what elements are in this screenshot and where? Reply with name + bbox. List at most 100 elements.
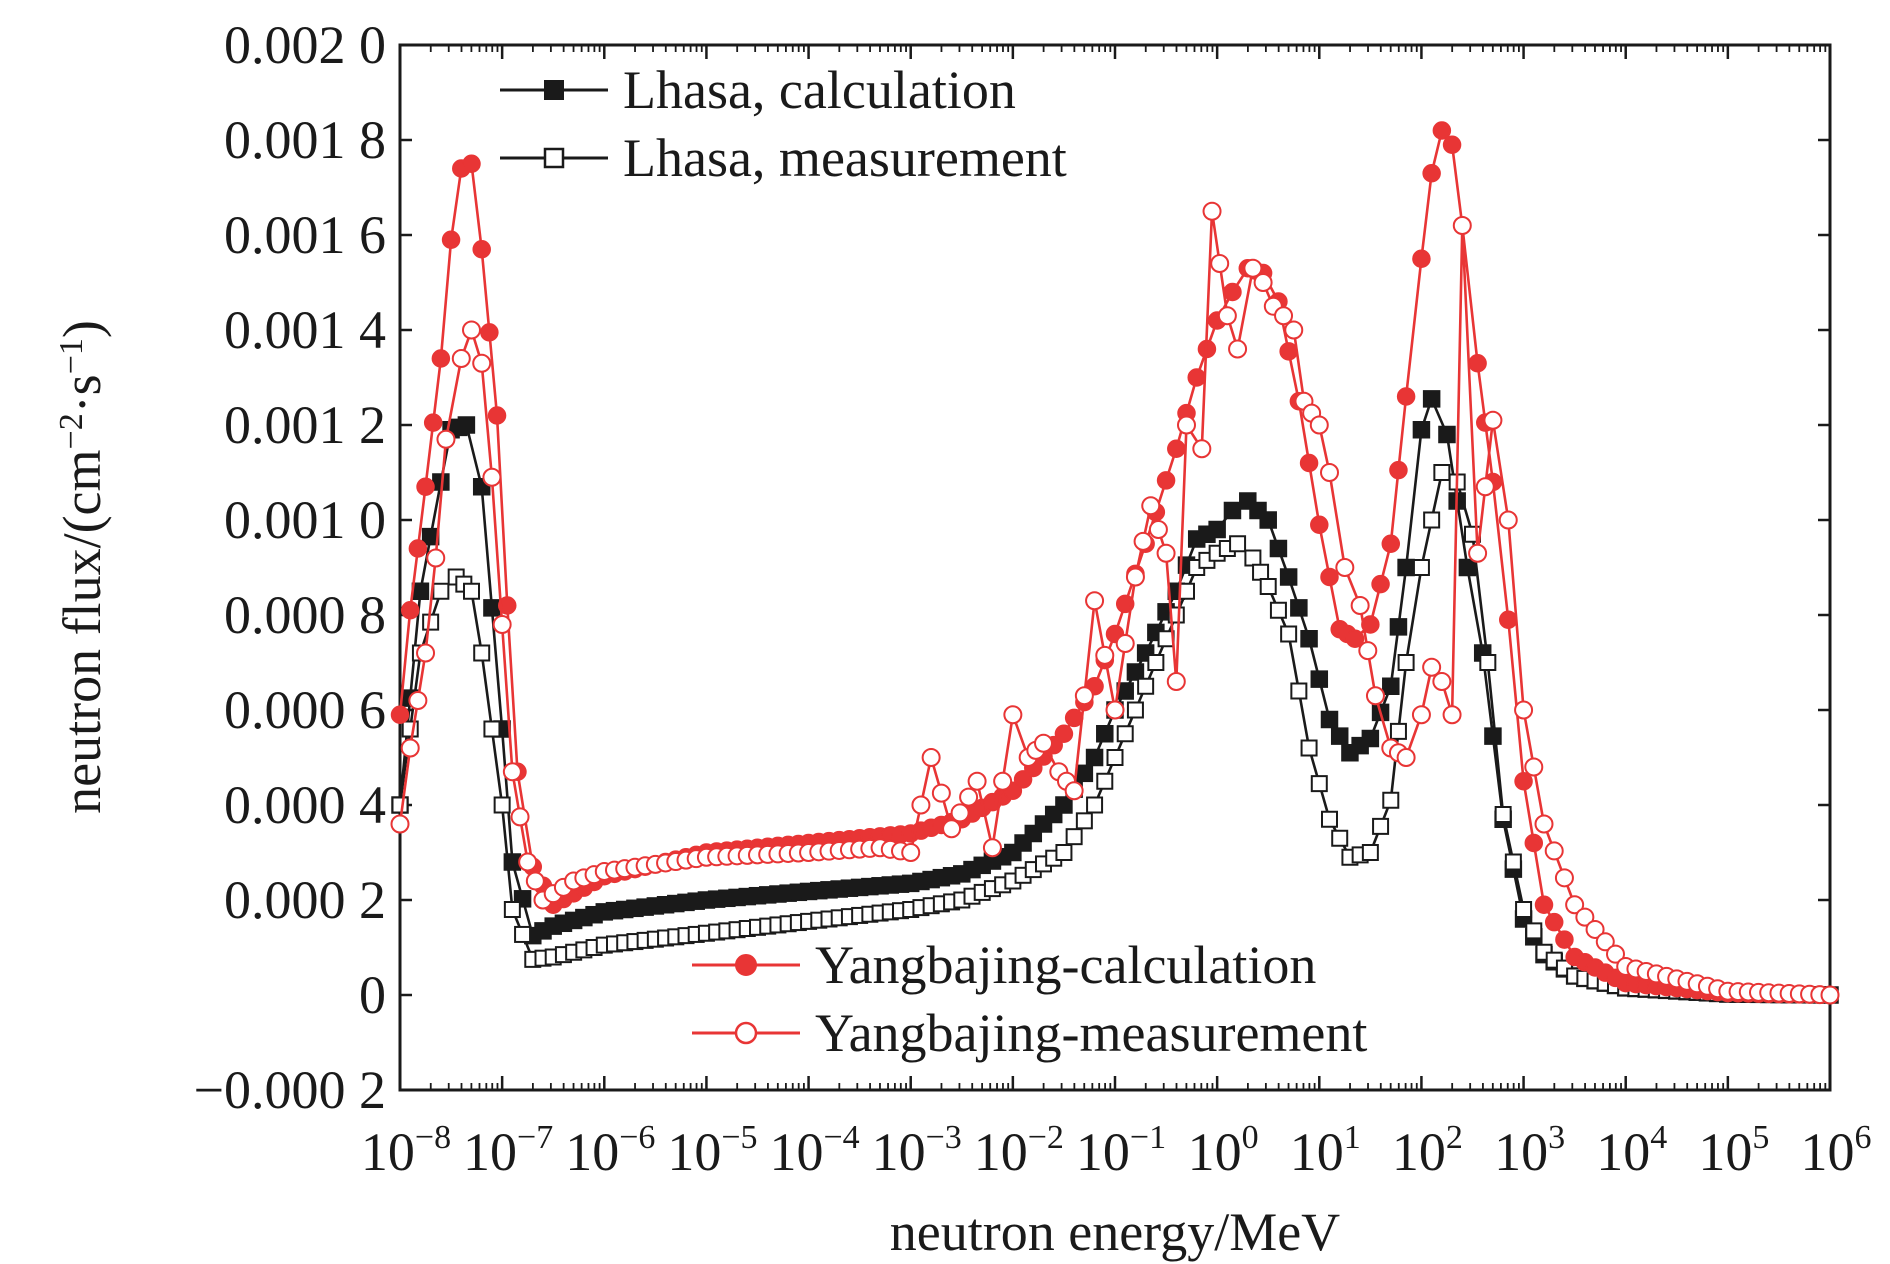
data-point-filled-circle <box>400 601 420 620</box>
data-point-open-circle <box>1544 841 1564 861</box>
x-tick-label: 104 <box>1596 1119 1667 1182</box>
legend-label-lhasa-measurement: Lhasa, measurement <box>623 128 1067 188</box>
x-tick-base: 10 <box>1076 1122 1130 1182</box>
x-axis-title: neutron energy/MeV <box>890 1202 1340 1262</box>
data-point-open-square <box>1321 810 1338 828</box>
data-point-filled-circle <box>1054 724 1074 743</box>
data-point-open-square <box>1494 806 1512 823</box>
data-point-open-square <box>1126 701 1144 719</box>
data-point-open-square <box>463 582 480 600</box>
legend-label-lhasa-calculation: Lhasa, calculation <box>623 60 1016 120</box>
data-point-open-circle <box>1468 543 1488 563</box>
data-point-filled-square <box>1290 599 1308 617</box>
x-tick-base: 10 <box>667 1122 721 1182</box>
y-axis-title-exp1: −2 <box>53 413 90 449</box>
data-point-open-circle <box>492 615 512 634</box>
legend-item-lhasa-measurement: Lhasa, measurement <box>500 128 1067 188</box>
data-point-open-square <box>1244 549 1262 567</box>
x-tick-base: 10 <box>361 1122 415 1182</box>
data-point-filled-square <box>1438 425 1456 444</box>
data-point-open-square <box>1075 812 1093 830</box>
data-point-open-square <box>1096 772 1114 790</box>
data-point-filled-circle <box>408 539 428 558</box>
data-point-open-square <box>401 720 419 738</box>
y-tick-label: 0.000 8 <box>224 585 386 645</box>
data-point-filled-circle <box>1544 912 1564 932</box>
data-point-open-square <box>483 720 501 738</box>
data-point-open-circle <box>462 320 481 340</box>
x-tick-label: 10−4 <box>769 1119 859 1182</box>
data-point-open-circle <box>1498 510 1518 530</box>
data-point-open-circle <box>1411 705 1431 725</box>
data-point-open-circle <box>1125 567 1145 587</box>
data-point-filled-square <box>1300 630 1318 648</box>
y-tick-label: 0.001 0 <box>224 490 386 550</box>
data-point-filled-circle <box>1310 515 1329 534</box>
data-point-open-circle <box>1309 415 1329 435</box>
data-point-filled-square <box>1397 558 1415 577</box>
data-point-open-square <box>1525 922 1543 940</box>
data-point-filled-square <box>1279 568 1298 586</box>
data-point-open-circle <box>942 819 962 839</box>
data-point-filled-circle <box>1524 833 1544 853</box>
legend-marker-filled-circle <box>735 954 757 976</box>
x-tick-label: 10−7 <box>463 1119 553 1182</box>
data-point-filled-circle <box>1299 453 1319 473</box>
data-point-open-circle <box>1034 733 1053 753</box>
data-point-open-circle <box>472 353 492 373</box>
data-point-open-square <box>1147 654 1165 671</box>
data-point-open-circle <box>1210 254 1230 273</box>
data-point-filled-square <box>411 582 430 600</box>
data-point-open-circle <box>518 852 538 872</box>
x-tick-exponent: −8 <box>415 1119 451 1156</box>
data-point-open-circle <box>436 429 456 449</box>
data-point-open-circle <box>1253 273 1273 292</box>
legend-marker-open-square <box>543 147 565 169</box>
y-tick-label: 0.000 2 <box>224 870 386 930</box>
data-point-open-circle <box>1475 477 1495 497</box>
data-point-filled-square <box>1458 558 1477 577</box>
legend-label-yangbajing-calculation: Yangbajing-calculation <box>815 935 1316 995</box>
x-tick-base: 10 <box>872 1122 926 1182</box>
data-point-filled-square <box>457 416 476 434</box>
data-point-filled-square <box>483 599 501 617</box>
data-point-open-square <box>1300 739 1318 757</box>
data-point-open-circle <box>390 814 410 834</box>
data-point-open-circle <box>1422 657 1442 677</box>
x-tick-label: 102 <box>1392 1119 1463 1182</box>
data-point-open-square <box>1106 749 1124 766</box>
data-point-open-circle <box>1105 700 1125 720</box>
data-point-open-circle <box>1095 645 1115 665</box>
data-point-open-circle <box>982 838 1002 858</box>
legend-bottom: Yangbajing-calculation Yangbajing-measur… <box>692 935 1367 1063</box>
data-point-open-circle <box>901 843 921 862</box>
y-tick-label: 0.001 8 <box>224 110 386 170</box>
x-tick-base: 10 <box>1494 1122 1548 1182</box>
data-point-filled-circle <box>1320 567 1339 587</box>
data-point-open-circle <box>1335 558 1355 577</box>
data-point-filled-circle <box>1432 121 1452 140</box>
data-point-filled-circle <box>1514 772 1533 791</box>
x-tick-base: 10 <box>769 1122 823 1182</box>
x-tick-exponent: −1 <box>1130 1119 1166 1156</box>
legend-marker-filled-square <box>544 80 564 100</box>
data-point-open-circle <box>510 807 530 827</box>
data-point-open-circle <box>1064 781 1084 801</box>
data-point-filled-circle <box>462 154 481 173</box>
data-point-filled-circle <box>1468 354 1487 373</box>
data-point-open-circle <box>1202 201 1222 221</box>
x-tick-base: 10 <box>1392 1122 1446 1182</box>
x-tick-base: 10 <box>1290 1122 1344 1182</box>
data-point-open-square <box>473 644 491 662</box>
series-lhasa-calculation <box>391 390 1839 1004</box>
y-tick-label: 0 <box>359 965 386 1025</box>
data-point-filled-circle <box>498 596 517 615</box>
data-point-filled-square <box>1223 501 1242 520</box>
x-tick-exponent: 3 <box>1548 1119 1565 1156</box>
data-point-open-circle <box>482 467 502 487</box>
data-point-filled-square <box>1361 729 1380 748</box>
x-tick-base: 10 <box>1188 1122 1242 1182</box>
data-point-filled-circle <box>1499 610 1518 629</box>
data-point-open-circle <box>1565 895 1585 915</box>
data-point-open-square <box>1055 844 1073 861</box>
